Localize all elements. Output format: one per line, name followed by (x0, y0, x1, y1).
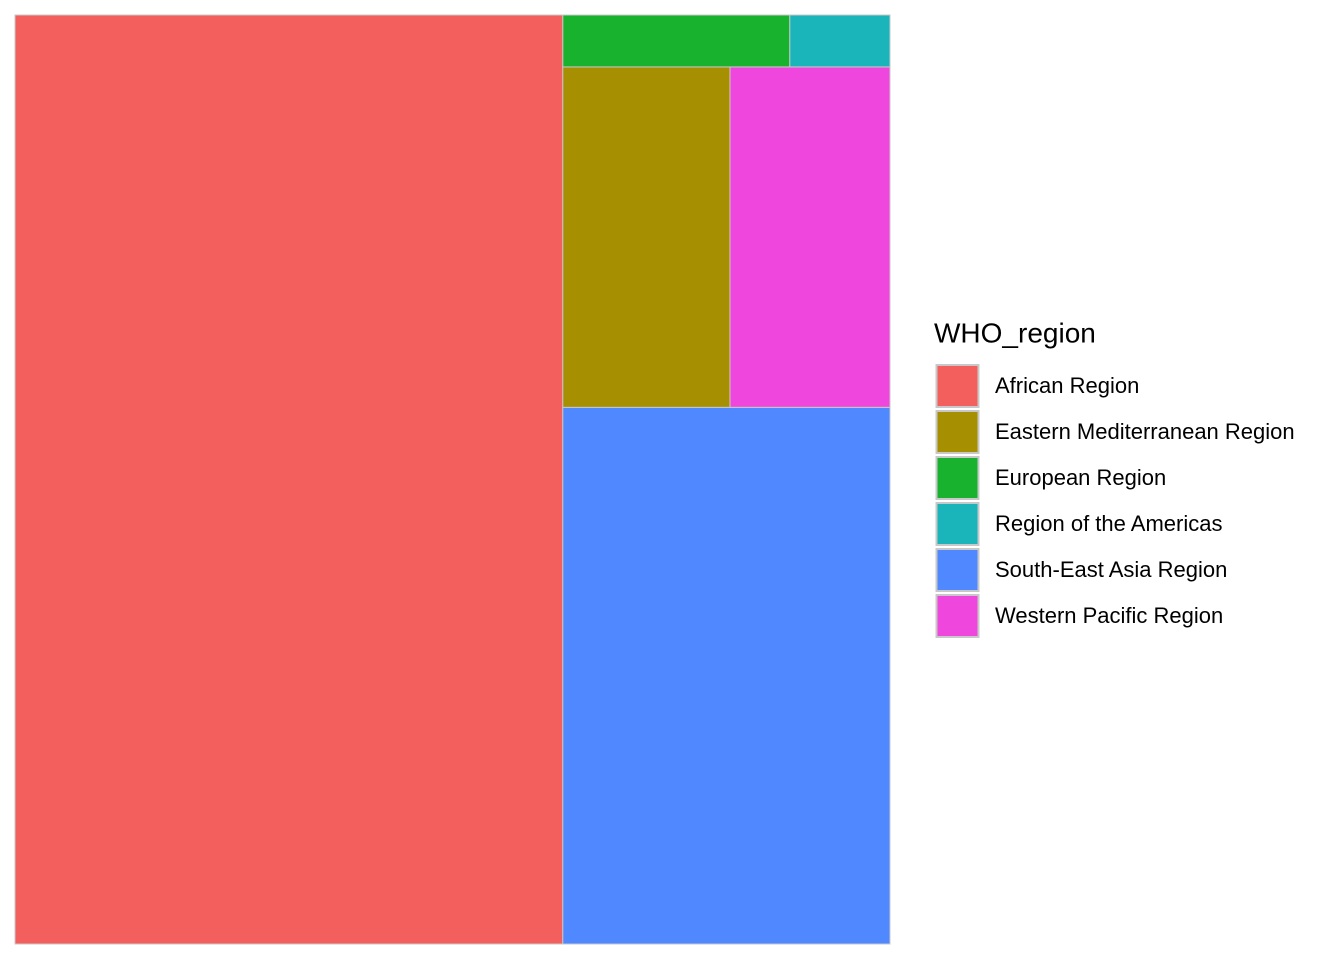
legend-swatch (935, 410, 980, 454)
legend-label: European Region (995, 465, 1166, 490)
treemap-tile (729, 66, 891, 408)
legend-swatch (935, 502, 980, 546)
legend: WHO_region African Region Eastern Mediter… (934, 317, 1295, 638)
treemap-tile (562, 66, 731, 408)
plot-area (14, 14, 891, 945)
legend-label: Eastern Mediterranean Region (995, 419, 1295, 444)
legend-swatch (935, 594, 980, 638)
treemap-tile (14, 14, 564, 945)
treemap-tile (562, 14, 791, 68)
legend-label: South-East Asia Region (995, 557, 1227, 582)
legend-label: African Region (995, 373, 1139, 398)
legend-label: Western Pacific Region (995, 603, 1223, 628)
legend-swatch (935, 456, 980, 500)
treemap-tile (562, 406, 891, 945)
legend-swatch (935, 364, 980, 408)
legend-label: Region of the Americas (995, 511, 1222, 536)
treemap-tile (789, 14, 891, 68)
legend-swatch (935, 548, 980, 592)
legend-title: WHO_region (934, 317, 1096, 348)
